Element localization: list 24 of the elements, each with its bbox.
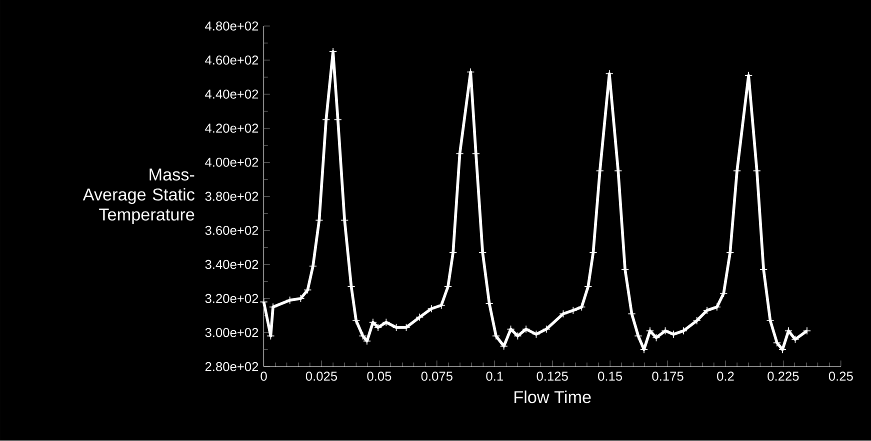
x-tick-label: 0.025 [306, 372, 338, 381]
y-tick-label: 3.20e+02 [205, 294, 258, 304]
x-tick-label: 0.225 [768, 372, 799, 381]
y-tick-label: 4.40e+02 [205, 90, 258, 99]
x-tick-label: 0.05 [367, 372, 392, 381]
x-tick-label: 0 [260, 372, 267, 381]
y-tick-label: 3.40e+02 [205, 260, 258, 270]
x-tick-label: 0.175 [652, 372, 684, 381]
y-tick-label: 3.00e+02 [205, 328, 258, 338]
x-tick-label: 0.1 [486, 372, 503, 381]
y-tick-label: 4.00e+02 [205, 158, 258, 168]
y-tick-label: 2.80e+02 [205, 362, 258, 372]
y-tick-label: 3.80e+02 [205, 192, 258, 202]
x-tick-label: 0.125 [536, 372, 568, 381]
x-axis-title: Flow Time [514, 390, 591, 404]
y-tick-label: 4.20e+02 [205, 124, 258, 133]
x-tick-label: 0.25 [828, 372, 853, 381]
y-tick-label: 3.60e+02 [205, 226, 258, 236]
x-tick-label: 0.15 [598, 372, 622, 381]
y-tick-label: 4.60e+02 [205, 56, 258, 65]
x-tick-label: 0.2 [717, 372, 734, 381]
y-axis-title: Mass-Average Static Temperature [82, 168, 194, 224]
y-tick-label: 4.80e+02 [205, 22, 258, 31]
x-tick-label: 0.075 [421, 372, 452, 381]
